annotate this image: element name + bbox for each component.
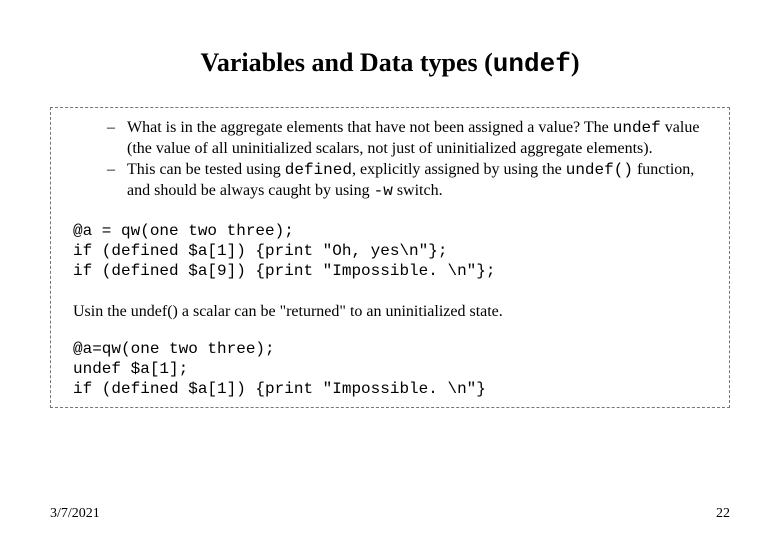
code-block-1: @a = qw(one two three); if (defined $a[1…: [73, 221, 707, 281]
bullet-text: , explicitly assigned by using the: [352, 161, 566, 178]
footer: 3/7/2021 22: [50, 506, 730, 522]
bullet-mono: undef: [613, 119, 661, 137]
slide: Variables and Data types (undef) What is…: [0, 0, 780, 540]
paragraph: Usin the undef() a scalar can be "return…: [73, 303, 707, 321]
footer-page: 22: [716, 506, 730, 522]
bullet-mono: undef(): [566, 161, 633, 179]
bullet-text: This can be tested using: [127, 161, 285, 178]
bullet-list: What is in the aggregate elements that h…: [73, 118, 707, 201]
bullet-text: switch.: [393, 182, 443, 199]
code-block-2: @a=qw(one two three); undef $a[1]; if (d…: [73, 339, 707, 399]
bullet-text: What is in the aggregate elements that h…: [127, 119, 613, 136]
bullet-mono: defined: [285, 161, 352, 179]
bullet-mono: -w: [374, 182, 393, 200]
title-post: ): [571, 48, 580, 77]
footer-date: 3/7/2021: [50, 506, 100, 522]
content-box: What is in the aggregate elements that h…: [50, 107, 730, 408]
title-mono: undef: [493, 49, 571, 79]
bullet-item: What is in the aggregate elements that h…: [73, 118, 707, 158]
bullet-item: This can be tested using defined, explic…: [73, 160, 707, 201]
slide-title: Variables and Data types (undef): [50, 48, 730, 79]
title-pre: Variables and Data types (: [201, 48, 493, 77]
